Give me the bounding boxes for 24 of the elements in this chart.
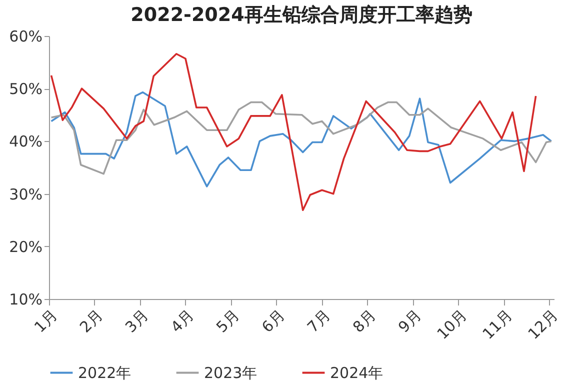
x-tick-label: 8月: [349, 306, 380, 336]
chart-title: 2022-2024再生铅综合周度开工率趋势: [130, 4, 472, 26]
x-tick-label: 5月: [212, 306, 243, 336]
x-tick-label: 6月: [258, 306, 288, 336]
y-tick-label: 30%: [9, 185, 42, 204]
x-tick-label: 10月: [433, 306, 470, 343]
line-series: [50, 52, 537, 212]
y-tick-label: 10%: [9, 290, 42, 308]
x-tick-label: 2月: [76, 306, 106, 336]
y-tick-label: 50%: [9, 80, 42, 98]
legend-label: 2024年: [330, 364, 384, 382]
x-tick-label: 12月: [524, 306, 562, 343]
legend-label: 2023年: [204, 364, 258, 382]
x-tick-label: 4月: [167, 306, 198, 336]
x-tick-label: 3月: [122, 306, 152, 336]
y-tick-label: 20%: [9, 238, 42, 256]
y-tick-label: 60%: [9, 28, 42, 46]
x-tick-label: 7月: [304, 306, 334, 336]
x-tick-label: 1月: [30, 306, 61, 336]
x-tick-label: 9月: [394, 306, 425, 336]
line-series: [50, 91, 552, 188]
x-tick-label: 11月: [478, 306, 516, 343]
y-tick-label: 40%: [9, 132, 42, 151]
legend-label: 2022年: [78, 364, 132, 382]
